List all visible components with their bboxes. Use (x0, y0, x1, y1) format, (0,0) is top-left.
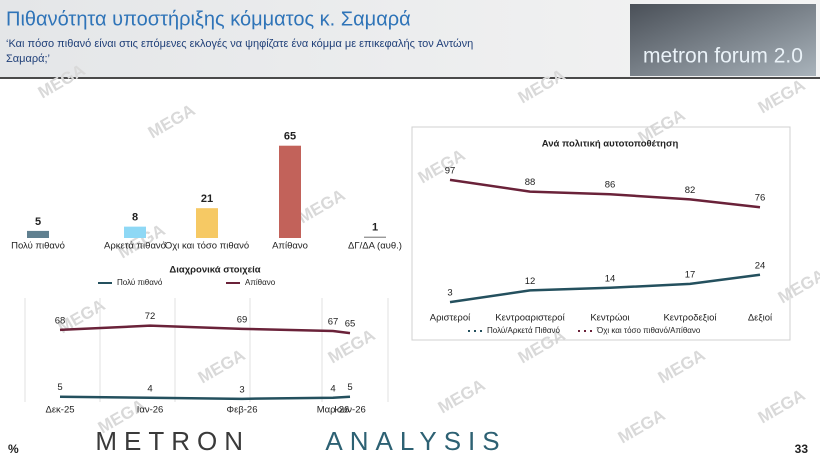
x-tick-label: Όχι και τόσο πιθανό (164, 241, 249, 252)
page-number: 33 (795, 442, 809, 456)
subtitle: ‘Και πόσο πιθανό είναι στις επόμενες εκλ… (6, 38, 473, 50)
chart-title: Ανά πολιτική αυτοτοποθέτηση (542, 139, 679, 150)
watermark: MEGA (295, 185, 349, 227)
watermark: MEGA (435, 375, 489, 417)
value-label: 12 (525, 276, 536, 287)
value-label: 4 (330, 383, 335, 394)
value-label: 5 (347, 382, 352, 393)
value-label: 8 (132, 212, 138, 224)
watermark: MEGA (145, 100, 199, 142)
value-label: 17 (685, 269, 696, 280)
unit: % (8, 442, 19, 456)
x-tick-label: Πολύ πιθανό (11, 241, 65, 252)
x-tick-label: Μαρ-26 (317, 405, 350, 416)
legend-label: Απίθανο (245, 278, 276, 287)
chart-frame (411, 126, 791, 341)
x-tick-label: ΔΓ/ΔΑ (αυθ.) (348, 241, 402, 252)
brand: ANALYSIS (325, 426, 506, 456)
title: Πιθανότητα υποστήριξης κόμματος κ. Σαμαρ… (6, 8, 411, 30)
value-label: 65 (284, 131, 296, 143)
x-tick-label: Αρκετά πιθανό (104, 241, 166, 252)
value-label: 1 (372, 221, 378, 233)
value-label: 86 (605, 180, 616, 191)
value-label: 4 (147, 383, 152, 394)
bar (27, 230, 49, 238)
value-label: 88 (525, 177, 536, 188)
bar (124, 226, 146, 238)
value-label: 82 (685, 185, 696, 196)
brand: METRON (95, 426, 250, 456)
chart-title: Διαχρονικά στοιχεία (169, 265, 260, 276)
bar (196, 208, 218, 238)
legend-label: Πολύ/Αρκετά Πιθανό (487, 326, 560, 335)
watermark: MEGA (755, 385, 809, 427)
logo-box (630, 4, 816, 76)
line (449, 273, 761, 304)
x-tick-label: Ιαν-26 (137, 405, 164, 416)
value-label: 24 (755, 260, 766, 271)
bar (364, 236, 386, 238)
value-label: 65 (345, 319, 356, 330)
value-label: 21 (201, 193, 213, 205)
watermark: MEGA (195, 345, 249, 387)
line (59, 324, 351, 335)
value-label: 67 (328, 316, 339, 327)
watermark: MEGA (755, 75, 809, 117)
watermark: MEGA (615, 405, 669, 447)
x-tick-label: Αριστεροί (430, 313, 471, 324)
subtitle: Σαμαρά;’ (6, 53, 50, 65)
value-label: 3 (447, 288, 452, 299)
value-label: 76 (755, 193, 766, 204)
x-tick-label: Απίθανο (272, 241, 308, 252)
value-label: 72 (145, 311, 156, 322)
bar (279, 145, 301, 238)
line (449, 178, 761, 209)
x-tick-label: Κεντρώοι (590, 313, 629, 324)
value-label: 5 (35, 216, 41, 228)
x-tick-label: Κεντροδεξιοί (663, 313, 717, 324)
watermark: MEGA (655, 345, 709, 387)
x-tick-label: Ιουν-26 (334, 405, 366, 416)
x-tick-label: Κεντροαριστεροί (495, 313, 565, 324)
logo: metron forum 2.0 (643, 45, 803, 68)
x-tick-label: Φεβ-26 (226, 405, 257, 416)
value-label: 69 (237, 314, 248, 325)
value-label: 3 (239, 384, 244, 395)
x-tick-label: Δεξιοί (748, 313, 773, 324)
legend-label: Όχι και τόσο πιθανό/Απίθανο (596, 326, 701, 335)
line (59, 395, 351, 401)
value-label: 5 (57, 382, 62, 393)
value-label: 14 (605, 273, 616, 284)
legend-label: Πολύ πιθανό (117, 278, 163, 287)
watermark: MEGA (775, 265, 820, 307)
value-label: 97 (445, 165, 456, 176)
value-label: 68 (55, 315, 66, 326)
x-tick-label: Δεκ-25 (45, 405, 74, 416)
